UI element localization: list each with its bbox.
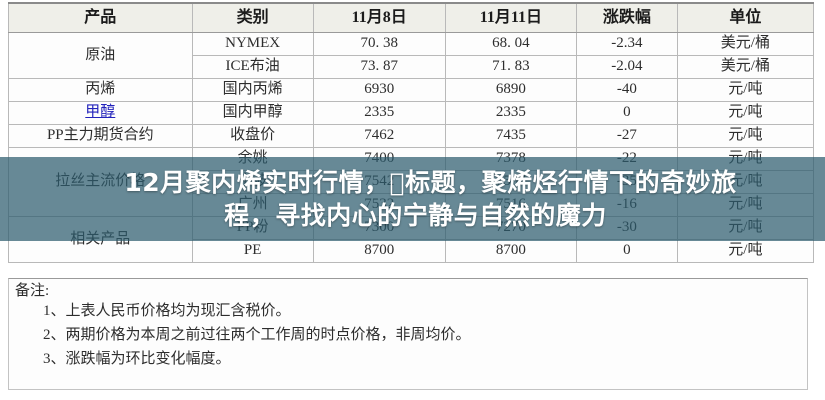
- cell-date1-value: 70. 38: [312, 32, 446, 56]
- cell-category: PE: [191, 239, 314, 263]
- cell-date2-value: 8700: [444, 239, 577, 263]
- cell-change: -2.04: [575, 55, 678, 79]
- cell-date1-value: 73. 87: [312, 55, 446, 79]
- cell-date2-value: 6890: [444, 78, 577, 102]
- table-header: 产品 类别 11月8日 11月11日 涨跌幅 单位: [8, 2, 815, 33]
- cell-change: -40: [575, 78, 678, 102]
- cell-change: 0: [575, 101, 678, 125]
- note-item-3: 3、涨跌幅为环比变化幅度。: [43, 350, 231, 367]
- column-header-change: 涨跌幅: [575, 2, 678, 33]
- cell-product: PP主力期货合约: [8, 124, 193, 148]
- cell-unit: 元/吨: [676, 101, 815, 125]
- cell-category: 收盘价: [191, 124, 314, 148]
- product-link[interactable]: 甲醇: [85, 104, 116, 121]
- table-row: PE 8700 8700 0 元/吨: [9, 239, 815, 263]
- cell-change: -2.34: [575, 32, 678, 56]
- cell-date1-value: 7462: [312, 124, 446, 148]
- cell-product: 原油: [8, 32, 193, 79]
- notes-panel: 备注: 1、上表人民币价格均为现汇含税价。 2、两期价格为本周之前过往两个工作周…: [8, 278, 808, 390]
- cell-date1-value: 6930: [312, 78, 446, 102]
- cell-category: 国内丙烯: [191, 78, 314, 102]
- cell-date2-value: 68. 04: [444, 32, 577, 56]
- cell-unit: 美元/桶: [676, 32, 815, 56]
- cell-date1-value: 2335: [312, 101, 446, 125]
- cell-date2-value: 7435: [444, 124, 577, 148]
- cell-product: 丙烯: [8, 78, 193, 102]
- note-item-2: 2、两期价格为本周之前过往两个工作周的时点价格，非周均价。: [43, 326, 471, 343]
- overlay-title-band: [0, 157, 825, 241]
- note-item-1: 1、上表人民币价格均为现汇含税价。: [43, 303, 291, 319]
- table-row: 甲醇 国内甲醇 2335 2335 0 元/吨: [8, 101, 815, 125]
- cell-unit: 美元/桶: [676, 55, 815, 79]
- table-row: 丙烯 国内丙烯 6930 6890 -40 元/吨: [8, 78, 815, 102]
- column-header-category: 类别: [191, 2, 314, 33]
- table-header-row: 产品 类别 11月8日 11月11日 涨跌幅 单位: [8, 2, 815, 33]
- cell-unit: 元/吨: [676, 78, 815, 102]
- cell-date2-value: 2335: [444, 101, 577, 125]
- cell-category: 国内甲醇: [191, 101, 314, 125]
- cell-date1-value: 8700: [312, 239, 446, 263]
- cell-unit: 元/吨: [676, 239, 815, 263]
- cell-category: NYMEX: [191, 32, 314, 56]
- cell-category: ICE布油: [191, 55, 314, 79]
- table-row: 原油 NYMEX 70. 38 68. 04 -2.34 美元/桶: [8, 32, 815, 79]
- column-header-date-1: 11月8日: [312, 2, 446, 33]
- table-row: ICE布油 73. 87 71. 83 -2.04 美元/桶: [9, 55, 815, 79]
- column-header-unit: 单位: [676, 2, 815, 33]
- column-header-date-2: 11月11日: [444, 2, 577, 33]
- cell-change: 0: [575, 239, 678, 263]
- column-header-product: 产品: [8, 2, 193, 33]
- cell-product: 甲醇: [8, 101, 193, 125]
- cell-date2-value: 71. 83: [444, 55, 577, 79]
- cell-unit: 元/吨: [676, 124, 815, 148]
- cell-change: -27: [575, 124, 678, 148]
- table-row: PP主力期货合约 收盘价 7462 7435 -27 元/吨: [8, 124, 815, 148]
- notes-title: 备注:: [15, 283, 50, 299]
